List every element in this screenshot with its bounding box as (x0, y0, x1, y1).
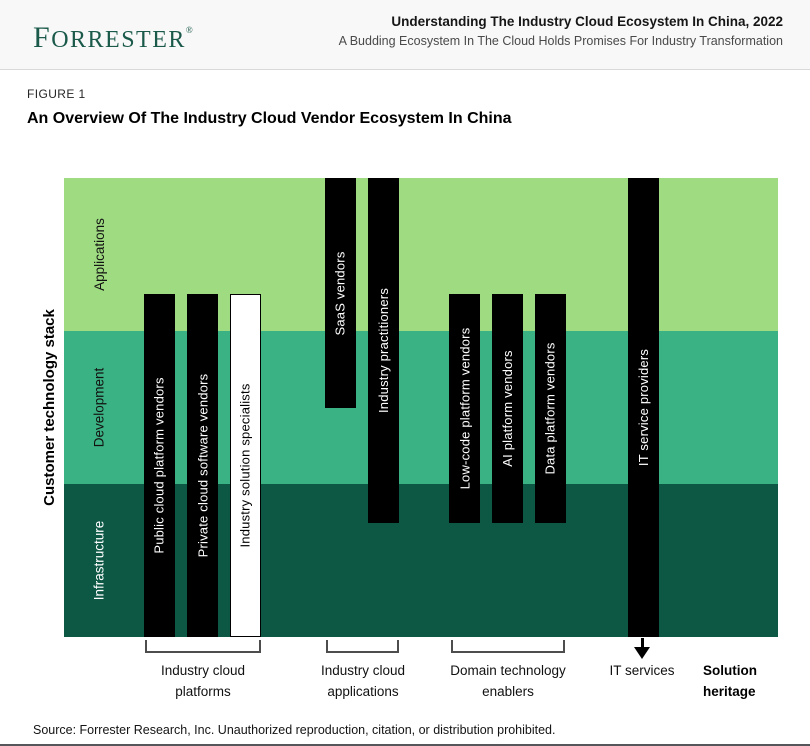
registered-mark: ® (185, 25, 193, 35)
bar-ai-platform-vendors: AI platform vendors (492, 294, 523, 523)
bar-it-service-providers: IT service providers (628, 178, 659, 637)
bar-data-platform-vendors: Data platform vendors (535, 294, 566, 523)
stack-axis-label: Customer technology stack (40, 309, 58, 506)
header-text-block: Understanding The Industry Cloud Ecosyst… (339, 14, 783, 48)
source-note: Source: Forrester Research, Inc. Unautho… (33, 723, 556, 737)
band-applications (64, 178, 778, 331)
bottom-rule (0, 744, 810, 746)
forrester-logo: FORRESTER® (33, 21, 193, 55)
bar-industry-solution-specialists: Industry solution specialists (230, 294, 261, 637)
group-label-industry-cloud-platforms: Industry cloud platforms (160, 663, 246, 699)
forrester-logo-text: FORRESTER (33, 21, 186, 54)
report-subtitle: A Budding Ecosystem In The Cloud Holds P… (338, 34, 783, 48)
band-development (64, 331, 778, 484)
it-services-arrow-stem (641, 638, 644, 648)
group-label-domain-technology-enablers: Domain technology enablers (450, 663, 566, 699)
bar-industry-practitioners: Industry practitioners (368, 178, 399, 523)
it-services-arrow-icon (634, 647, 650, 659)
bar-saas-vendors: SaaS vendors (325, 178, 356, 408)
figure-title: An Overview Of The Industry Cloud Vendor… (27, 110, 512, 127)
group-label-it-services: IT services (609, 663, 675, 678)
bar-low-code-platform-vendors: Low-code platform vendors (449, 294, 480, 523)
bar-public-cloud-platform-vendors: Public cloud platform vendors (144, 294, 175, 637)
band-label-applications: Applications (91, 218, 107, 291)
band-label-infrastructure: Infrastructure (91, 520, 107, 601)
group-bracket-industry-cloud-applications (326, 640, 399, 653)
report-header: FORRESTER® Understanding The Industry Cl… (0, 0, 810, 70)
solution-heritage-label: Solution heritage (703, 663, 757, 699)
band-label-development: Development (91, 367, 107, 448)
figure-label: FIGURE 1 (27, 87, 86, 101)
group-bracket-domain-technology-enablers (451, 640, 565, 653)
group-bracket-industry-cloud-platforms (145, 640, 261, 653)
group-label-industry-cloud-applications: Industry cloud applications (320, 663, 406, 699)
report-title: Understanding The Industry Cloud Ecosyst… (391, 14, 783, 29)
band-infrastructure (64, 484, 778, 637)
bar-private-cloud-software-vendors: Private cloud software vendors (187, 294, 218, 637)
